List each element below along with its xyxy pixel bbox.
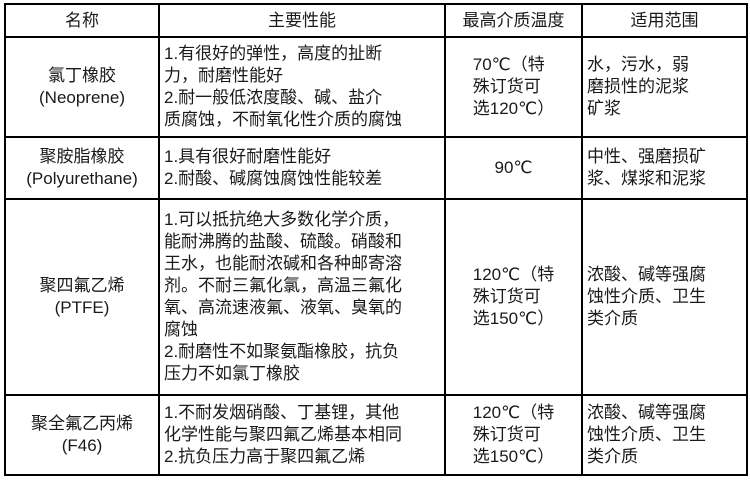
table-row-neoprene: 氯丁橡胶 (Neoprene) 1.有很好的弹性，高度的扯断 力，耐磨性能好 2…: [4, 36, 748, 138]
lining-material-spec-table: 名称 主要性能 最高介质温度 适用范围 氯丁橡胶 (Neoprene) 1.有很…: [4, 3, 748, 476]
material-name: 氯丁橡胶 (Neoprene): [4, 36, 160, 138]
material-performance: 1.具有很好耐磨性能好 2.耐酸、碱腐蚀腐蚀性能较差: [158, 136, 446, 200]
material-range: 水，污水，弱 磨损性的泥浆 矿浆: [581, 36, 748, 138]
max-temp-text: 120℃（特 殊订货可 选150℃）: [472, 403, 555, 466]
table-row-ptfe: 聚四氟乙烯 (PTFE) 1.可以抵抗绝大多数化学介质， 能耐沸腾的盐酸、硫酸。…: [4, 198, 748, 396]
material-performance: 1.不耐发烟硝酸、丁基锂，其他 化学性能与聚四氟乙烯基本相同 2.抗负压力高于聚…: [158, 394, 446, 476]
column-header-range: 适用范围: [581, 3, 748, 38]
table-row-polyurethane: 聚胺脂橡胶 (Polyurethane) 1.具有很好耐磨性能好 2.耐酸、碱腐…: [4, 136, 748, 200]
material-range: 浓酸、碱等强腐 蚀性介质、卫生 类介质: [581, 198, 748, 396]
table-row-f46: 聚全氟乙丙烯 (F46) 1.不耐发烟硝酸、丁基锂，其他 化学性能与聚四氟乙烯基…: [4, 394, 748, 476]
column-header-name: 名称: [4, 3, 160, 38]
material-name: 聚全氟乙丙烯 (F46): [4, 394, 160, 476]
column-header-max-temp: 最高介质温度: [444, 3, 583, 38]
material-performance: 1.有很好的弹性，高度的扯断 力，耐磨性能好 2.耐一般低浓度酸、碱、盐介 质腐…: [158, 36, 446, 138]
material-name: 聚胺脂橡胶 (Polyurethane): [4, 136, 160, 200]
material-max-temp: 70℃（特 殊订货可 选120℃）: [444, 36, 583, 138]
max-temp-text: 70℃（特 殊订货可 选120℃）: [472, 55, 555, 118]
max-temp-text: 90℃: [494, 158, 533, 177]
material-range: 中性、强磨损矿 浆、煤浆和泥浆: [581, 136, 748, 200]
material-max-temp: 120℃（特 殊订货可 选150℃）: [444, 198, 583, 396]
max-temp-text: 120℃（特 殊订货可 选150℃）: [472, 265, 555, 328]
material-name: 聚四氟乙烯 (PTFE): [4, 198, 160, 396]
material-performance: 1.可以抵抗绝大多数化学介质， 能耐沸腾的盐酸、硫酸。硝酸和 王水，也能耐浓碱和…: [158, 198, 446, 396]
header-row: 名称 主要性能 最高介质温度 适用范围: [4, 3, 748, 38]
material-max-temp: 120℃（特 殊订货可 选150℃）: [444, 394, 583, 476]
material-max-temp: 90℃: [444, 136, 583, 200]
column-header-performance: 主要性能: [158, 3, 446, 38]
material-range: 浓酸、碱等强腐 蚀性介质、卫生 类介质: [581, 394, 748, 476]
